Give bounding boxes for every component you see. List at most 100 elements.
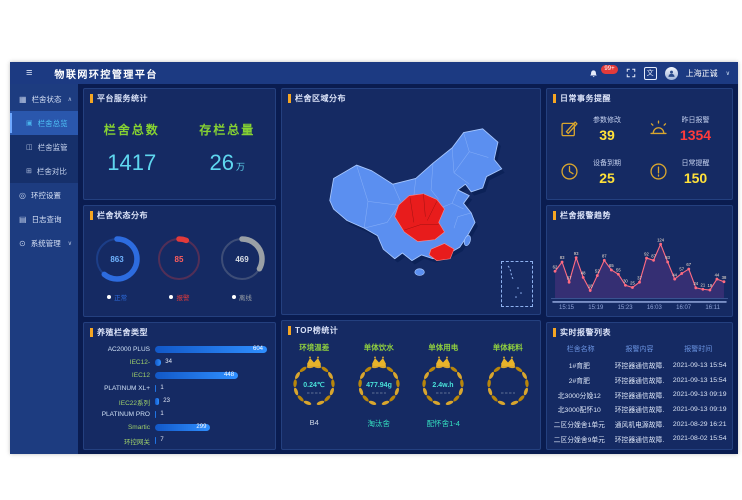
svg-text:87: 87 (602, 253, 607, 258)
clock-icon (561, 163, 578, 180)
china-map[interactable] (282, 106, 540, 314)
svg-text:57: 57 (679, 267, 684, 272)
x-tick-label: 15:15 (559, 305, 575, 312)
alarm-content: 环控器通信故障. (614, 407, 665, 415)
service-stats-content: 栏舍总数 1417 存栏总量 26 万 (84, 106, 275, 199)
bell-icon[interactable] (588, 68, 599, 79)
donut-报警: 85 报警 (153, 233, 205, 302)
panel-alarm-trend: 栏舍报警趋势 62 83 37 93 48 18 52 87 65 55 30 25 37 92 87 124… (546, 205, 733, 317)
panel-top-stats: TOP榜统计 环境温差 0.24℃ B4 单体饮水 477.94g 淘汰舍 单体用电… (281, 320, 541, 450)
top-stat-3: 单体耗料 (477, 340, 539, 427)
alarm-row: 二区分娩舍9单元 环控器通信故障. 2021-08-02 15:54 (551, 431, 728, 446)
panel-title: TOP榜统计 (295, 326, 339, 335)
alarm-row: 2#育肥 环控器通信故障. 2021-09-13 15:54 (551, 373, 728, 388)
alarm-content: 环控器通信故障. (614, 363, 665, 371)
bar-row: PLATINUM XL+ 1 (92, 382, 267, 395)
sidebar-subitem-0-2[interactable]: ⊞ 栏舍对比 (10, 159, 78, 183)
top-stat-name (477, 418, 539, 427)
column-header: 报警内容 (625, 346, 654, 353)
log-query-icon: ▤ (19, 214, 27, 224)
legend-dot-icon (169, 295, 174, 299)
bar-label: Smartic (127, 424, 150, 431)
top-rankings: 环境温差 0.24℃ B4 单体饮水 477.94g 淘汰舍 单体用电 2.4w.h… (282, 338, 540, 449)
user-menu-caret-icon[interactable]: ∨ (725, 70, 730, 77)
sidebar-item-2[interactable]: ▤ 日志查询 (10, 207, 78, 231)
bar-row: IEC12 448 (92, 369, 267, 382)
trend-x-axis-labels: 15:15 15:19 15:23 16:03 16:07 16:11 (549, 305, 730, 314)
sidebar: ▦ 栏舍状态 ∧ ▣ 栏舍总览 ◫ 栏舍监管 ⊞ 栏舍对比 ◎ 环控设置 ▤ 日志查询 ⊙ 系统管理 ∨ (10, 84, 78, 454)
avatar[interactable] (664, 66, 678, 80)
stat-label: 存栏总量 (199, 123, 256, 137)
sidebar-item-3[interactable]: ⊙ 系统管理 ∨ (10, 231, 78, 255)
alarm-content: 通风机电源故障. (614, 422, 665, 430)
caret-icon: ∧ (67, 96, 72, 103)
svg-text:24: 24 (693, 281, 698, 286)
caret-icon: ∨ (67, 240, 72, 247)
alarm-table-header: 栏舍名称 报警内容 报警时间 (551, 341, 728, 358)
panel-alarm-list: 实时报警列表 栏舍名称 报警内容 报警时间 1#育肥 环控器通信故障. 2021-09-1… (546, 322, 733, 450)
sidebar-subitem-0-0[interactable]: ▣ 栏舍总览 (10, 111, 78, 135)
donut-legend: 报警 (153, 292, 205, 302)
alarm-time: 2021-08-02 15:54 (672, 435, 727, 443)
alarm-row: 1#育肥 环控器通信故障. 2021-09-13 15:54 (551, 358, 728, 373)
daily-affairs-grid: 参数修改 39 昨日报警 1354 设备到期 25 日常提醒 150 (547, 106, 732, 199)
sidebar-item-0[interactable]: ▦ 栏舍状态 ∧ (10, 87, 78, 111)
alarm-time: 2021-09-13 09:19 (672, 405, 727, 413)
menu-collapse-icon[interactable]: ≡ (26, 67, 33, 79)
alarm-content: 环控器通信故障. (614, 436, 665, 444)
panel-accent-bar (90, 94, 93, 103)
bar-label: PLATINUM PRO (101, 411, 150, 418)
siren-icon (649, 120, 667, 134)
pen-name: 1#育肥 (568, 363, 590, 371)
edit-icon (561, 121, 578, 137)
laurel-wreath-icon: 0.24℃ (288, 356, 340, 416)
column-header: 栏舍名称 (566, 346, 595, 353)
status-donut-charts: 863 正常 85 报警 469 离线 (84, 223, 275, 316)
sidebar-item-1[interactable]: ◎ 环控设置 (10, 183, 78, 207)
panel-title: 日常事务提醒 (560, 94, 611, 103)
top-stat-1: 单体饮水 477.94g 淘汰舍 (348, 340, 410, 428)
bar-label: PLATINUM XL+ (104, 385, 150, 392)
notification-badge: 99+ (601, 64, 618, 74)
x-tick-label: 15:23 (617, 305, 633, 312)
svg-text:85: 85 (175, 255, 184, 264)
bar-row: AC2000 PLUS 604 (92, 343, 267, 356)
panel-title: 实时报警列表 (560, 328, 611, 337)
donut-正常: 863 正常 (91, 233, 143, 302)
panel-accent-bar (288, 94, 291, 103)
compare-icon: ⊞ (26, 168, 32, 175)
dashboard: ≡ 物联网环控管理平台 99+ 文 上海正诚 ∨ ▦ 栏舍状态 ∧ ▣ 栏舍总览 ◫ (10, 62, 738, 454)
daily-item-参数修改: 参数修改 39 (551, 108, 640, 151)
laurel-wreath-icon (482, 356, 534, 416)
top-header-bar: ≡ 物联网环控管理平台 99+ 文 上海正诚 ∨ (10, 62, 738, 84)
top-stat-label: 单体饮水 (363, 343, 394, 352)
stat-total-pens: 栏舍总数 1417 (104, 121, 160, 176)
sidebar-subitem-0-1[interactable]: ◫ 栏舍监管 (10, 135, 78, 159)
panel-title: 栏舍区域分布 (295, 94, 346, 103)
language-icon[interactable]: 文 (643, 66, 657, 80)
panel-accent-bar (90, 328, 93, 337)
bar-label: 环控网关 (124, 438, 150, 446)
stat-total-stock: 存栏总量 26 万 (199, 121, 255, 176)
alarm-time: 2021-09-13 15:54 (672, 361, 727, 369)
overview-icon: ▣ (26, 120, 33, 127)
svg-text:863: 863 (110, 255, 124, 264)
fullscreen-icon[interactable] (626, 68, 636, 78)
user-name[interactable]: 上海正诚 (685, 68, 718, 78)
alarm-content: 环控器通信故障. (614, 378, 665, 385)
system-icon: ⊙ (19, 238, 26, 248)
panel-title: 栏舍报警趋势 (560, 211, 611, 220)
bar-label: AC2000 PLUS (107, 346, 150, 353)
panel-accent-bar (553, 211, 556, 220)
daily-item-label: 昨日报警 (681, 117, 710, 125)
main-content: 平台服务统计 栏舍总数 1417 存栏总量 26 万 (78, 84, 738, 454)
top-stat-label: 环境温差 (299, 343, 330, 352)
svg-text:48: 48 (581, 271, 586, 276)
panel-accent-bar (288, 326, 291, 335)
bar-row: IEC12- 34 (92, 356, 267, 369)
sidebar-item-label: 系统管理 (30, 238, 61, 248)
env-settings-icon: ◎ (19, 190, 26, 200)
china-map-svg (329, 128, 505, 276)
svg-text:52: 52 (595, 269, 600, 274)
